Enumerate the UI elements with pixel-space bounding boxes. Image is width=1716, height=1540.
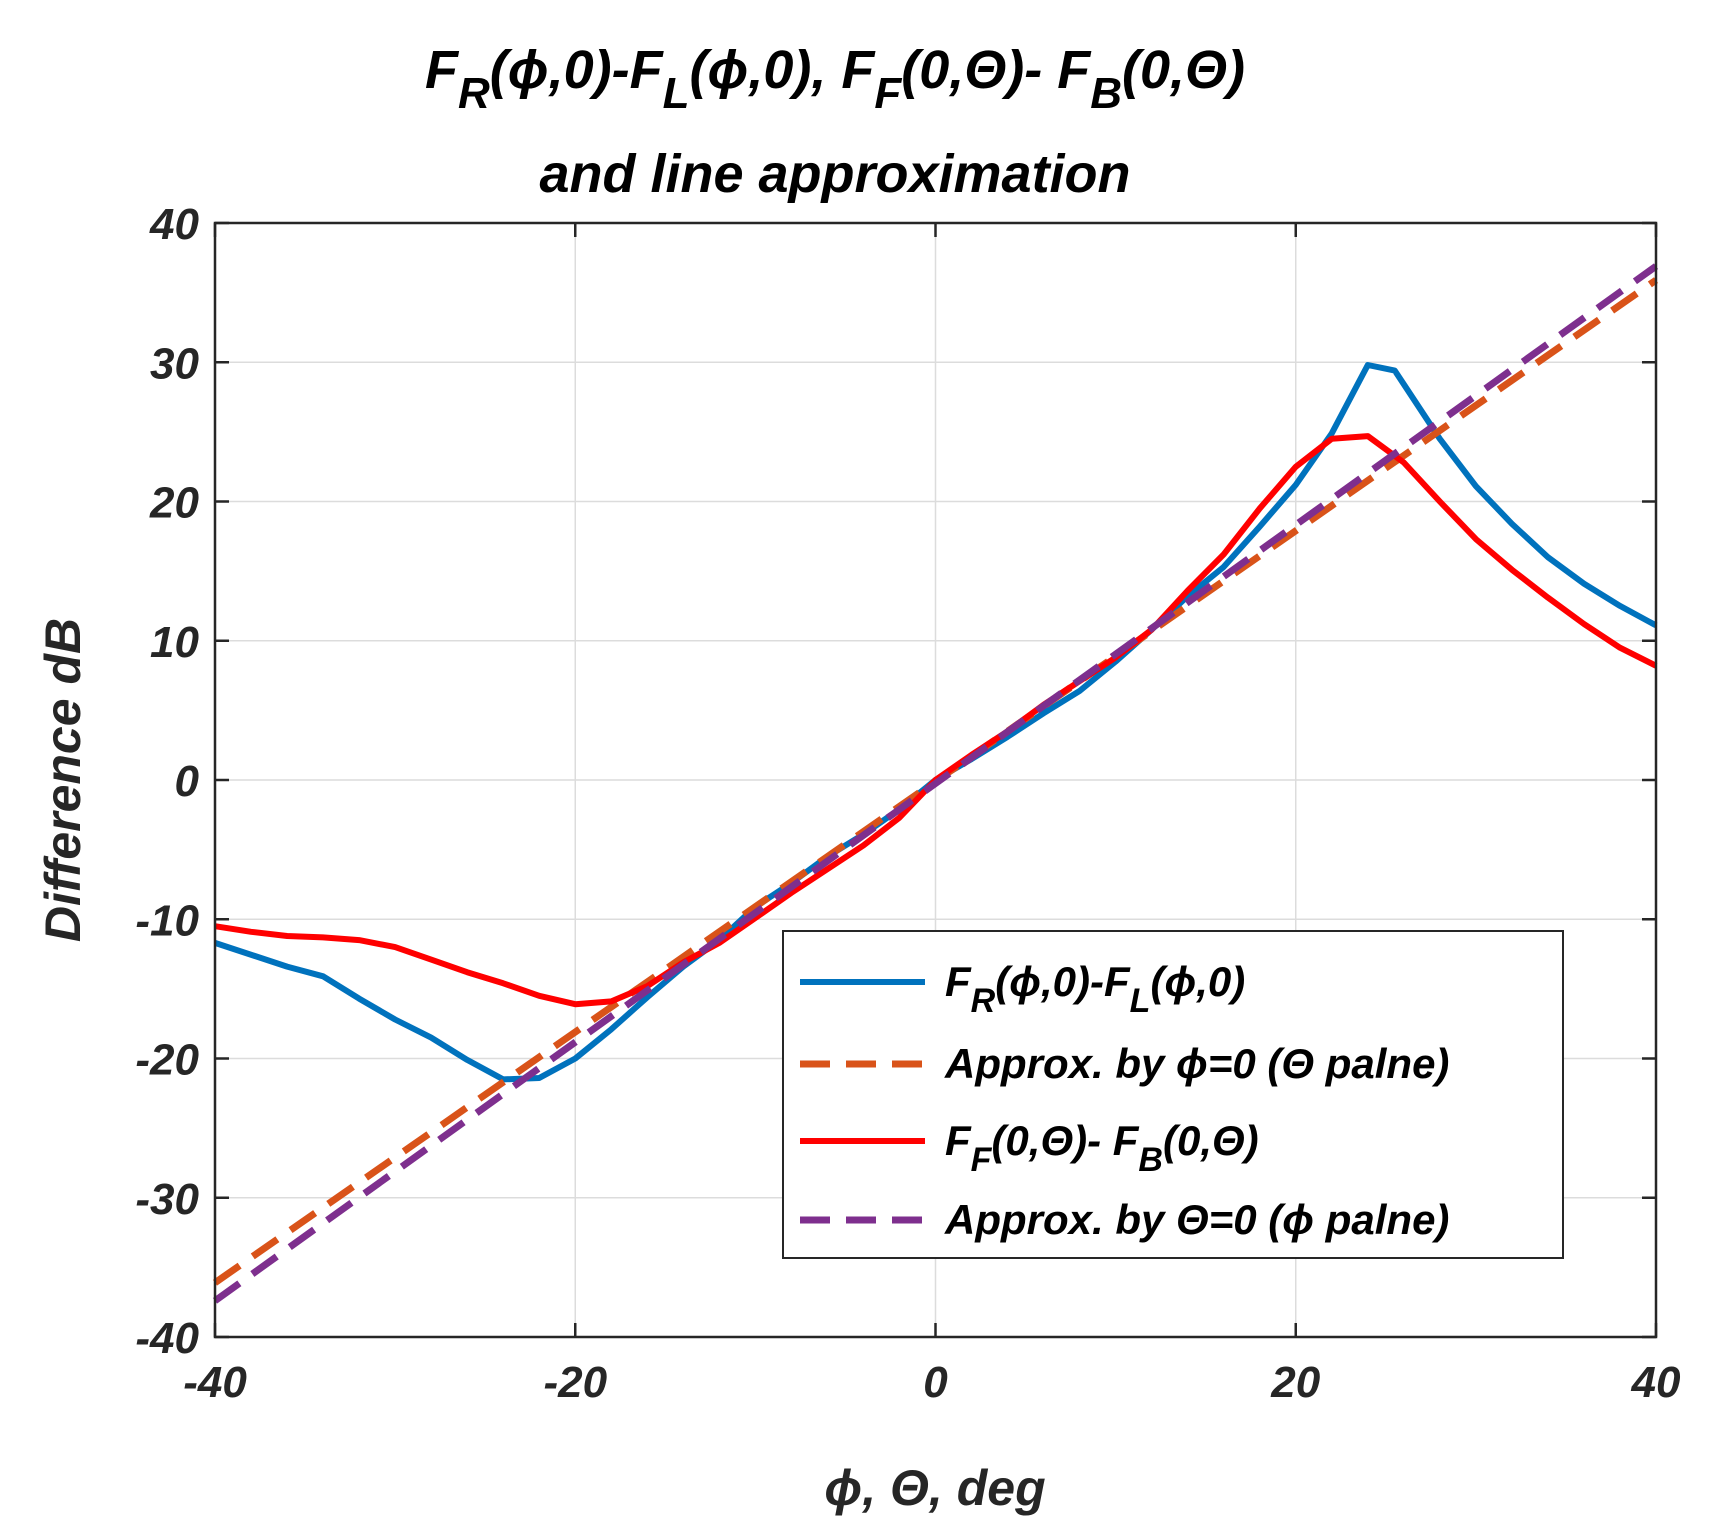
y-tick-label: 20: [149, 479, 199, 528]
y-tick-label: 10: [150, 618, 199, 667]
y-tick-label: 30: [150, 339, 199, 388]
legend-label-part: L: [1130, 982, 1151, 1020]
legend-label-1: FR(ϕ,0)-FL(ϕ,0): [945, 958, 1245, 1020]
legend-label-part: F: [945, 958, 972, 1005]
series-line-4: [212, 263, 1659, 1304]
title-part: (0,Θ): [1122, 40, 1245, 100]
y-tick-label: 40: [149, 200, 199, 249]
x-tick-label: 0: [923, 1358, 948, 1407]
legend-label-part: palne): [1314, 1040, 1449, 1087]
legend-label-part: (0,Θ)- F: [991, 1117, 1139, 1164]
title-subscript: L: [663, 69, 690, 118]
x-tick-label: 20: [1270, 1358, 1320, 1407]
legend-label-part: Approx. by: [944, 1196, 1176, 1243]
legend-label-part: Θ: [1176, 1196, 1209, 1243]
x-tick-label: 40: [1631, 1358, 1681, 1407]
y-tick-label: -10: [135, 896, 199, 945]
legend-label-part: (ϕ,0)-F: [995, 958, 1131, 1005]
y-tick-label: -20: [135, 1036, 199, 1085]
legend-label-part: (ϕ,0): [1150, 958, 1245, 1005]
x-axis-label: ϕ, Θ, deg: [824, 1460, 1045, 1516]
legend-label-part: =0 (: [1209, 1196, 1287, 1243]
legend-label-3: FF(0,Θ)- FB(0,Θ): [945, 1117, 1259, 1179]
title-part: (ϕ,0), F: [689, 40, 876, 100]
x-tick-labels: -40 -20 0 20 40: [183, 1358, 1681, 1407]
title-subscript: F: [874, 69, 902, 118]
y-tick-label: 0: [175, 757, 200, 806]
chart-title-line1: FR(ϕ,0)-FL(ϕ,0), FF(0,Θ)- FB(0,Θ): [425, 40, 1245, 118]
y-axis-label: Difference dB: [35, 618, 91, 942]
legend-label-part: R: [971, 982, 996, 1020]
legend-label-part: F: [971, 1141, 993, 1179]
legend-label-part: Θ: [1281, 1040, 1314, 1087]
y-tick-labels: -40 -30 -20 -10 0 10 20 30 40: [135, 200, 199, 1363]
legend-label-part: ϕ: [1176, 1040, 1208, 1087]
legend-label-part: F: [945, 1117, 972, 1164]
y-tick-label: -30: [135, 1175, 199, 1224]
title-subscript: B: [1090, 69, 1122, 118]
legend-label-2: Approx. by ϕ=0 (Θ palne): [944, 1040, 1449, 1087]
legend: FR(ϕ,0)-FL(ϕ,0)Approx. by ϕ=0 (Θ palne)F…: [782, 930, 1564, 1259]
legend-label-part: (0,Θ): [1163, 1117, 1259, 1164]
legend-label-part: palne): [1314, 1196, 1449, 1243]
legend-box: [782, 930, 1564, 1259]
legend-label-4: Approx. by Θ=0 (ϕ palne): [944, 1196, 1449, 1243]
legend-label-part: ϕ: [1282, 1196, 1314, 1243]
legend-label-part: B: [1138, 1141, 1163, 1179]
title-part: (ϕ,0)-F: [490, 40, 665, 100]
title-part: F: [425, 40, 460, 100]
title-part: (0,Θ)- F: [901, 40, 1092, 100]
x-tick-label: -20: [543, 1358, 607, 1407]
y-tick-label: -40: [135, 1314, 199, 1363]
title-subscript: R: [458, 69, 490, 118]
ticks: [213, 221, 1658, 1339]
legend-label-part: Approx. by: [944, 1040, 1176, 1087]
chart-title-line2: and line approximation: [539, 144, 1130, 204]
series-layer: [212, 263, 1659, 1304]
x-tick-label: -40: [183, 1358, 247, 1407]
legend-label-part: =0 (: [1208, 1040, 1286, 1087]
